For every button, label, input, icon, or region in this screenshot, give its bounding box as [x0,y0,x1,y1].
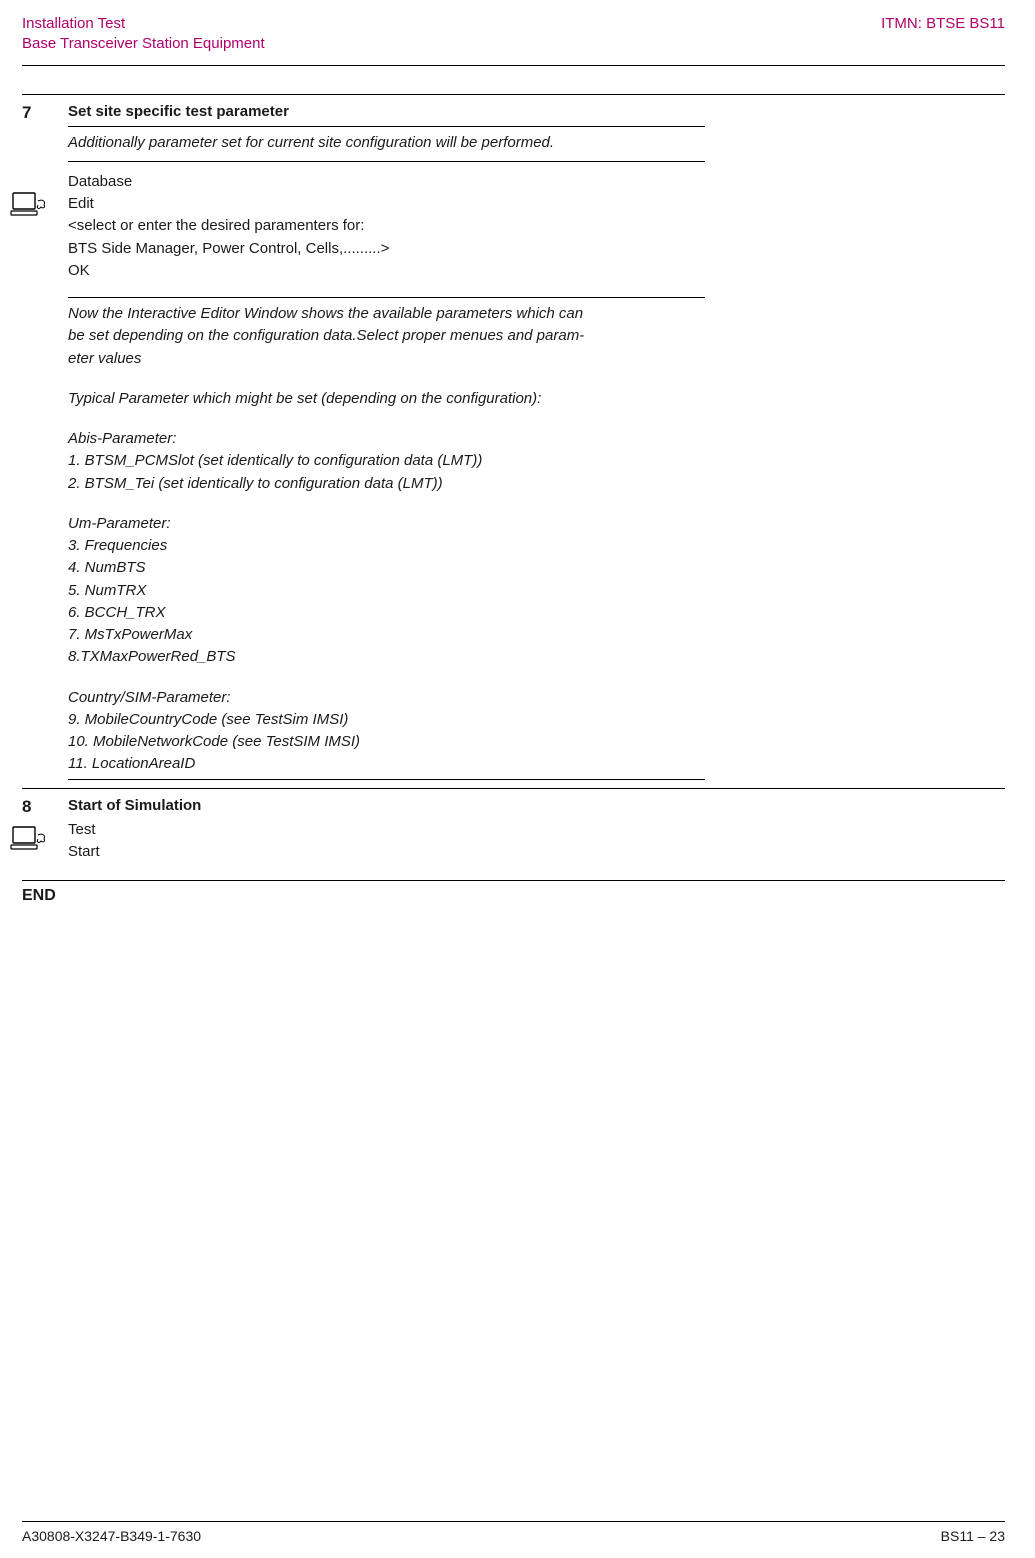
page-footer: A30808-X3247-B349-1-7630 BS11 – 23 [22,1521,1005,1544]
end-label: END [22,880,1005,905]
step-7-body: Set site specific test parameter Additio… [68,103,1005,782]
step-7: 7 Set site specific test parameter Addit… [22,94,1005,782]
step-8-numcol: 8 [22,797,68,875]
db-cmd-select-1: <select or enter the desired paramenters… [68,216,705,236]
cs-9: 9. MobileCountryCode (see TestSim IMSI) [68,710,705,730]
page-header: Installation Test Base Transceiver Stati… [22,14,1005,66]
abis-2: 2. BTSM_Tei (set identically to configur… [68,474,705,494]
step-7-number: 7 [22,103,68,123]
db-cmd-select-2: BTS Side Manager, Power Control, Cells,.… [68,239,705,259]
um-3: 3. Frequencies [68,536,705,556]
cs-10: 10. MobileNetworkCode (see TestSIM IMSI) [68,732,705,752]
step-8-number: 8 [22,797,68,817]
note2-l1: Now the Interactive Editor Window shows … [68,304,705,324]
abis-h: Abis-Parameter: [68,429,705,449]
step-8: 8 Start of Simulation Test Start [22,788,1005,875]
header-right: ITMN: BTSE BS11 [881,14,1005,55]
um-5: 5. NumTRX [68,581,705,601]
typical-title: Typical Parameter which might be set (de… [68,389,705,409]
um-4: 4. NumBTS [68,558,705,578]
um-8: 8.TXMaxPowerRed_BTS [68,647,705,667]
um-h: Um-Parameter: [68,514,705,534]
terminal-icon [10,191,50,223]
footer-left: A30808-X3247-B349-1-7630 [22,1528,201,1544]
cs-h: Country/SIM-Parameter: [68,688,705,708]
note2-l2: be set depending on the configuration da… [68,326,705,346]
db-cmd-edit: Edit [68,194,705,214]
page: Installation Test Base Transceiver Stati… [0,0,1035,1558]
footer-right: BS11 – 23 [941,1528,1005,1544]
db-cmd-ok: OK [68,261,705,281]
cs-11: 11. LocationAreaID [68,754,705,779]
step-7-numcol: 7 [22,103,68,782]
step-8-body: Start of Simulation Test Start [68,797,1005,875]
note2-l3: eter values [68,349,705,369]
doc-title-2: Base Transceiver Station Equipment [22,34,265,54]
header-left: Installation Test Base Transceiver Stati… [22,14,265,55]
um-7: 7. MsTxPowerMax [68,625,705,645]
um-6: 6. BCCH_TRX [68,603,705,623]
terminal-icon [10,825,50,857]
note2-rule: Now the Interactive Editor Window shows … [68,297,705,369]
step-7-title: Set site specific test parameter [68,103,705,120]
doc-title-1: Installation Test [22,14,265,34]
abis-1: 1. BTSM_PCMSlot (set identically to conf… [68,451,705,471]
step-7-intro-bottom [68,155,705,162]
sim-cmd-test: Test [68,820,705,840]
sim-cmd-start: Start [68,842,705,862]
step-8-title: Start of Simulation [68,797,705,814]
doc-code: ITMN: BTSE BS11 [881,14,1005,34]
step-7-intro: Additionally parameter set for current s… [68,126,705,153]
db-cmd-database: Database [68,172,705,192]
